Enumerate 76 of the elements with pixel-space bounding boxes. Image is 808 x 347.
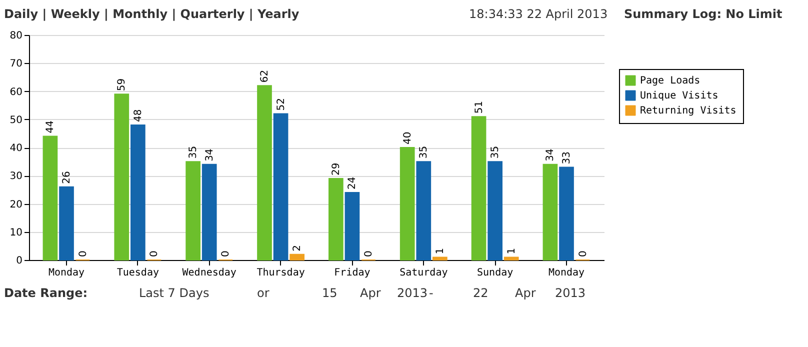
data-label: 1 — [506, 248, 518, 254]
bar — [257, 85, 272, 260]
legend-label: Page Loads — [640, 76, 700, 86]
bar — [114, 94, 130, 260]
text: - — [429, 286, 434, 300]
bar — [42, 136, 58, 260]
y-tick-label: 70 — [10, 58, 22, 70]
y-tick-label: 60 — [10, 86, 22, 98]
bar — [416, 161, 432, 260]
data-label: 35 — [490, 146, 502, 159]
data-label: 35 — [188, 146, 200, 159]
y-tick-label: 10 — [10, 227, 22, 238]
y-tick-label: 0 — [16, 256, 22, 266]
bar — [328, 178, 344, 260]
legend-label: Returning Visits — [640, 106, 736, 116]
bar — [559, 166, 574, 260]
text: Apr — [360, 286, 381, 300]
text: Date Range: — [4, 286, 88, 300]
bar — [344, 192, 360, 260]
bar — [202, 164, 217, 260]
data-label: 24 — [347, 176, 358, 190]
data-label: 48 — [132, 109, 144, 122]
y-tick-label: 40 — [10, 143, 22, 154]
bar — [400, 147, 415, 260]
text: 2013 — [555, 286, 586, 300]
data-label: 26 — [62, 171, 72, 184]
text: 15 — [322, 286, 338, 300]
data-label: 34 — [204, 148, 216, 162]
bar — [186, 161, 200, 260]
bar — [488, 161, 502, 260]
x-tick-label: Wednesday — [182, 268, 236, 278]
bar — [59, 186, 74, 260]
text: Apr — [515, 286, 536, 300]
text: 18:34:33 22 April 2013 — [469, 7, 608, 21]
y-tick-label: 20 — [10, 199, 22, 210]
data-label: 51 — [474, 100, 485, 114]
data-label: 62 — [259, 70, 270, 83]
bar — [542, 164, 558, 260]
bar — [273, 113, 288, 260]
data-label: 34 — [545, 148, 556, 162]
data-label: 29 — [330, 162, 342, 176]
data-label: 52 — [276, 98, 287, 111]
text: Daily | Weekly | Monthly | Quarterly | Yearly — [4, 7, 300, 21]
y-tick-label: 80 — [10, 30, 22, 42]
x-tick-label: Monday — [48, 268, 85, 278]
y-tick-label: 30 — [10, 171, 22, 182]
data-label: 44 — [45, 120, 56, 134]
x-tick-label: Tuesday — [116, 268, 160, 278]
text: 2013 — [397, 286, 428, 300]
data-label: 2 — [292, 245, 304, 252]
bar — [290, 254, 304, 260]
bar — [504, 256, 519, 260]
data-label: 0 — [78, 250, 89, 257]
data-label: 0 — [149, 250, 160, 257]
bar — [130, 124, 146, 260]
data-label: 33 — [562, 151, 572, 164]
legend-label: Unique Visits — [640, 90, 718, 102]
data-label: 0 — [220, 250, 232, 257]
data-label: 59 — [116, 78, 128, 92]
text: 22 — [473, 286, 488, 300]
data-label: 0 — [578, 250, 589, 257]
data-label: 35 — [418, 146, 430, 159]
bar — [471, 116, 486, 260]
x-tick-label: Thursday — [256, 268, 305, 278]
data-label: 1 — [434, 248, 446, 254]
text: Summary Log: No Limit — [624, 7, 783, 21]
text: or — [257, 286, 270, 300]
x-tick-label: Friday — [334, 268, 370, 278]
data-label: 0 — [364, 250, 375, 257]
x-tick-label: Saturday — [400, 268, 448, 278]
text: Last 7 Days — [139, 286, 210, 300]
bar — [432, 256, 448, 260]
x-tick-label: Sunday — [477, 268, 514, 278]
data-label: 40 — [402, 132, 414, 144]
x-tick-label: Monday — [548, 268, 585, 278]
y-tick-label: 50 — [10, 114, 22, 126]
